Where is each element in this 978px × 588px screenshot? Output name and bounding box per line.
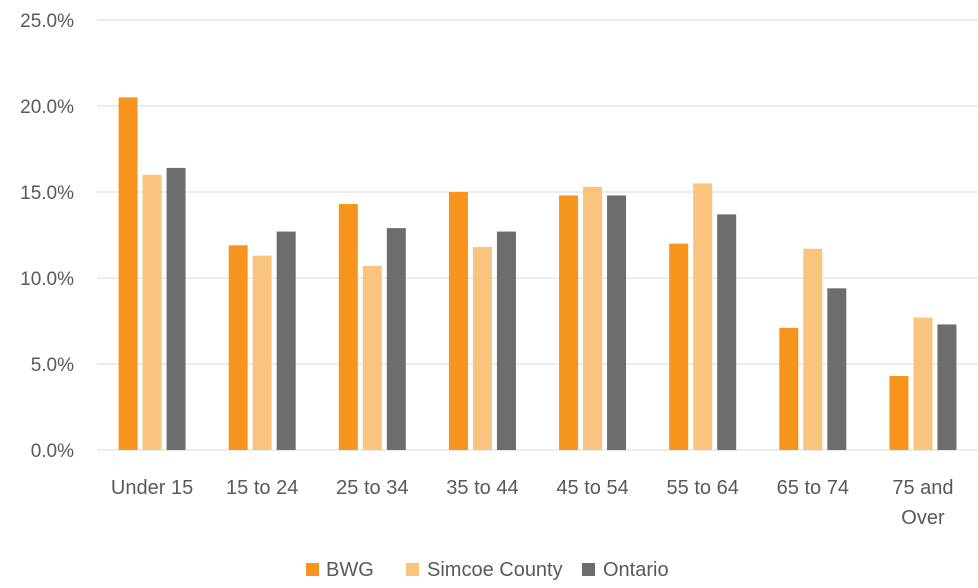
legend-swatch [582, 563, 595, 576]
bar-simcoe-county [693, 183, 713, 450]
bar-ontario [496, 231, 516, 450]
legend: BWG Simcoe County Ontario [306, 559, 669, 581]
bar-bwg [118, 97, 138, 451]
x-category-label: Under 15 [111, 477, 193, 499]
x-category-label-line: 25 to 34 [336, 477, 408, 499]
x-category-label: 55 to 64 [667, 477, 739, 499]
y-axis-tick-labels: 0.0% 5.0% 10.0% 15.0% 20.0% 25.0% [20, 11, 74, 462]
x-category-label-line: Over [901, 507, 945, 529]
x-category-label-line: 75 and [892, 477, 953, 499]
bar-simcoe-county [472, 247, 492, 450]
bar-ontario [386, 228, 406, 450]
y-tick-label: 0.0% [31, 441, 74, 462]
bar-ontario [717, 214, 737, 450]
x-category-label: 25 to 34 [336, 477, 408, 499]
x-axis-category-labels: Under 15 15 to 24 25 to 34 35 to 44 45 to 54… [111, 477, 954, 529]
bar-ontario [937, 324, 957, 450]
bar-simcoe-county [583, 186, 603, 450]
bar-ontario [166, 167, 186, 451]
x-category-label-line: 55 to 64 [667, 477, 739, 499]
bar-bwg [338, 204, 358, 450]
bar-bwg [559, 195, 579, 450]
bar-bwg [669, 243, 689, 450]
x-category-label-line: 15 to 24 [226, 477, 298, 499]
x-category-label: 35 to 44 [446, 477, 518, 499]
bar-bwg [228, 245, 248, 450]
bar-bwg [889, 376, 909, 450]
y-tick-label: 10.0% [20, 269, 74, 290]
legend-label: Simcoe County [427, 559, 563, 581]
bar-simcoe-county [913, 317, 933, 450]
x-category-label: 45 to 54 [556, 477, 628, 499]
y-tick-label: 25.0% [20, 11, 74, 32]
x-category-label-line: 35 to 44 [446, 477, 518, 499]
y-tick-label: 20.0% [20, 97, 74, 118]
legend-label: BWG [326, 559, 374, 581]
x-category-label-line: 65 to 74 [777, 477, 849, 499]
x-category-label: 65 to 74 [777, 477, 849, 499]
y-tick-label: 5.0% [31, 355, 74, 376]
y-tick-label: 15.0% [20, 183, 74, 204]
legend-item-simcoe-county: Simcoe County [406, 559, 563, 581]
legend-item-ontario: Ontario [582, 559, 669, 581]
x-category-label: 15 to 24 [226, 477, 298, 499]
bar-simcoe-county [142, 174, 162, 451]
bar-simcoe-county [362, 265, 382, 450]
x-category-label-line: Under 15 [111, 477, 193, 499]
bar-bwg [779, 327, 799, 450]
x-category-label: 75 and Over [892, 477, 953, 529]
bars [118, 97, 957, 451]
bar-ontario [276, 231, 296, 450]
legend-label: Ontario [603, 559, 669, 581]
x-category-label-line: 45 to 54 [556, 477, 628, 499]
bar-simcoe-county [252, 255, 272, 450]
legend-item-bwg: BWG [306, 559, 374, 581]
bar-ontario [607, 195, 627, 450]
bar-bwg [448, 192, 468, 450]
legend-swatch [306, 563, 319, 576]
legend-swatch [406, 563, 419, 576]
bar-simcoe-county [803, 248, 823, 450]
bar-ontario [827, 288, 847, 450]
